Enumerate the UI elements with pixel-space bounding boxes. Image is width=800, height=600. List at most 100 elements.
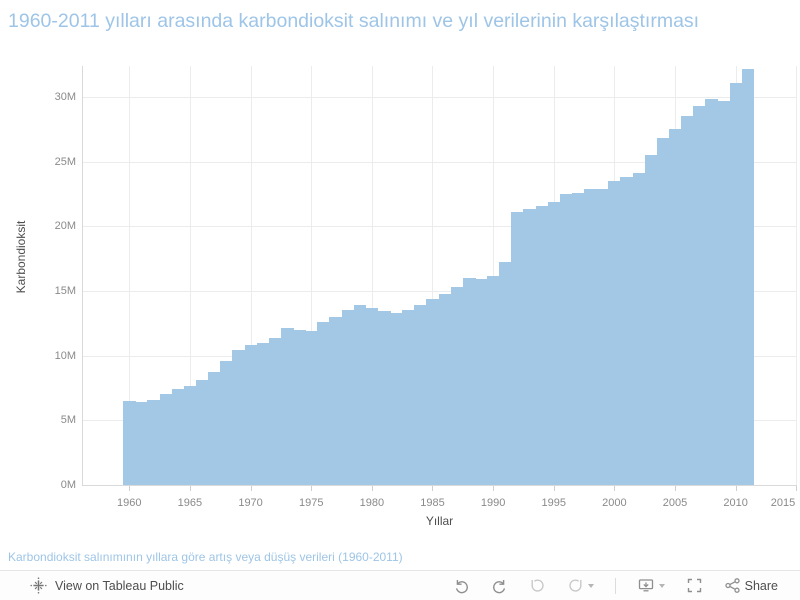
area-mark-1972[interactable] (268, 337, 282, 485)
area-mark-2008[interactable] (705, 98, 719, 485)
y-tick-label: 20M (54, 220, 76, 233)
vertical-gridline (432, 66, 434, 485)
area-mark-1986[interactable] (438, 293, 452, 485)
area-mark-1967[interactable] (208, 372, 221, 485)
toolbar-right-group: Share (453, 577, 778, 594)
area-mark-1980[interactable] (365, 307, 379, 485)
area-mark-1970[interactable] (244, 345, 258, 485)
area-mark-1960[interactable] (123, 400, 136, 485)
vertical-gridline (250, 66, 252, 485)
fullscreen-button[interactable] (686, 577, 703, 594)
area-mark-1987[interactable] (450, 287, 464, 485)
x-tick-mark (129, 486, 131, 491)
area-mark-1982[interactable] (390, 312, 403, 485)
area-mark-1995[interactable] (547, 201, 561, 485)
area-mark-1977[interactable] (329, 316, 343, 485)
area-mark-1999[interactable] (596, 188, 609, 485)
area-mark-2001[interactable] (620, 177, 634, 485)
area-mark-1984[interactable] (414, 305, 427, 485)
toolbar-left-group: View on Tableau Public (30, 577, 184, 594)
share-button-label: Share (744, 578, 778, 593)
area-mark-1963[interactable] (159, 394, 173, 485)
area-mark-1961[interactable] (135, 402, 149, 485)
area-mark-2009[interactable] (717, 100, 731, 485)
y-tick-label: 0M (60, 479, 76, 491)
area-mark-2004[interactable] (656, 138, 670, 485)
toolbar-separator (614, 577, 616, 594)
area-mark-2006[interactable] (681, 116, 694, 485)
area-mark-1969[interactable] (232, 350, 246, 485)
area-mark-1994[interactable] (535, 206, 549, 485)
revert-button[interactable] (529, 577, 546, 594)
y-tick-label: 10M (54, 349, 76, 362)
area-mark-1989[interactable] (474, 278, 488, 485)
refresh-button[interactable] (567, 577, 594, 594)
refresh-caret-icon (587, 583, 594, 588)
area-mark-1991[interactable] (499, 261, 512, 485)
x-tick-mark (250, 486, 252, 491)
area-mark-1990[interactable] (487, 276, 500, 485)
x-tick-mark (371, 486, 373, 491)
download-caret-icon (658, 583, 665, 588)
download-button[interactable] (637, 577, 665, 594)
area-mark-1976[interactable] (317, 322, 330, 485)
y-tick-label: 30M (54, 90, 76, 103)
x-tick-label: 1960 (117, 497, 142, 509)
area-mark-1968[interactable] (220, 360, 233, 485)
area-mark-1974[interactable] (293, 329, 306, 485)
x-tick-label: 1985 (420, 497, 445, 509)
area-mark-1978[interactable] (341, 310, 355, 485)
y-tick-label: 15M (54, 284, 76, 297)
tableau-logo-icon[interactable] (30, 577, 47, 594)
tableau-toolbar: View on Tableau Public (0, 571, 800, 600)
horizontal-gridline (82, 290, 797, 292)
area-mark-1975[interactable] (305, 331, 318, 485)
share-button[interactable]: Share (724, 577, 778, 594)
horizontal-gridline (82, 226, 797, 228)
x-tick-mark (189, 486, 191, 491)
area-mark-2000[interactable] (608, 181, 622, 485)
x-tick-label: 2015 (770, 497, 796, 509)
x-tick-label: 1980 (359, 497, 385, 509)
x-tick-mark (493, 486, 495, 491)
area-mark-1996[interactable] (559, 193, 573, 485)
x-tick-mark (553, 486, 555, 491)
area-mark-1992[interactable] (511, 212, 525, 485)
area-mark-2003[interactable] (644, 155, 658, 485)
area-mark-1979[interactable] (353, 304, 367, 485)
view-on-tableau-public-link[interactable]: View on Tableau Public (55, 578, 184, 593)
vertical-gridline (311, 66, 313, 485)
vertical-gridline (371, 66, 373, 485)
redo-button[interactable] (491, 577, 508, 594)
area-mark-1983[interactable] (402, 310, 415, 485)
area-mark-1997[interactable] (571, 192, 585, 485)
y-axis-line (82, 66, 83, 485)
area-mark-1985[interactable] (426, 298, 440, 485)
y-axis-title: Karbondioksit (14, 220, 28, 294)
x-tick-label: 2000 (602, 497, 627, 509)
area-mark-1971[interactable] (256, 342, 270, 485)
area-mark-1962[interactable] (147, 399, 161, 485)
vertical-gridline (129, 66, 131, 485)
area-mark-1993[interactable] (523, 208, 537, 485)
area-mark-2011[interactable] (741, 69, 755, 485)
area-mark-1973[interactable] (280, 328, 294, 485)
undo-button[interactable] (453, 577, 470, 594)
area-mark-2007[interactable] (693, 106, 706, 485)
x-tick-label: 1970 (238, 497, 263, 509)
area-mark-1988[interactable] (462, 278, 476, 485)
x-tick-label: 1990 (480, 497, 506, 509)
area-mark-2002[interactable] (632, 173, 646, 485)
x-tick-label: 1965 (177, 497, 203, 509)
area-mark-1964[interactable] (171, 389, 185, 485)
x-tick-mark (735, 486, 737, 491)
horizontal-gridline (82, 96, 797, 98)
area-mark-1965[interactable] (183, 386, 197, 485)
area-mark-1998[interactable] (584, 189, 597, 485)
y-tick-label: 25M (54, 155, 76, 168)
area-mark-1981[interactable] (377, 311, 391, 485)
area-mark-1966[interactable] (195, 380, 209, 485)
area-mark-2010[interactable] (729, 82, 743, 485)
area-mark-2005[interactable] (668, 129, 682, 485)
